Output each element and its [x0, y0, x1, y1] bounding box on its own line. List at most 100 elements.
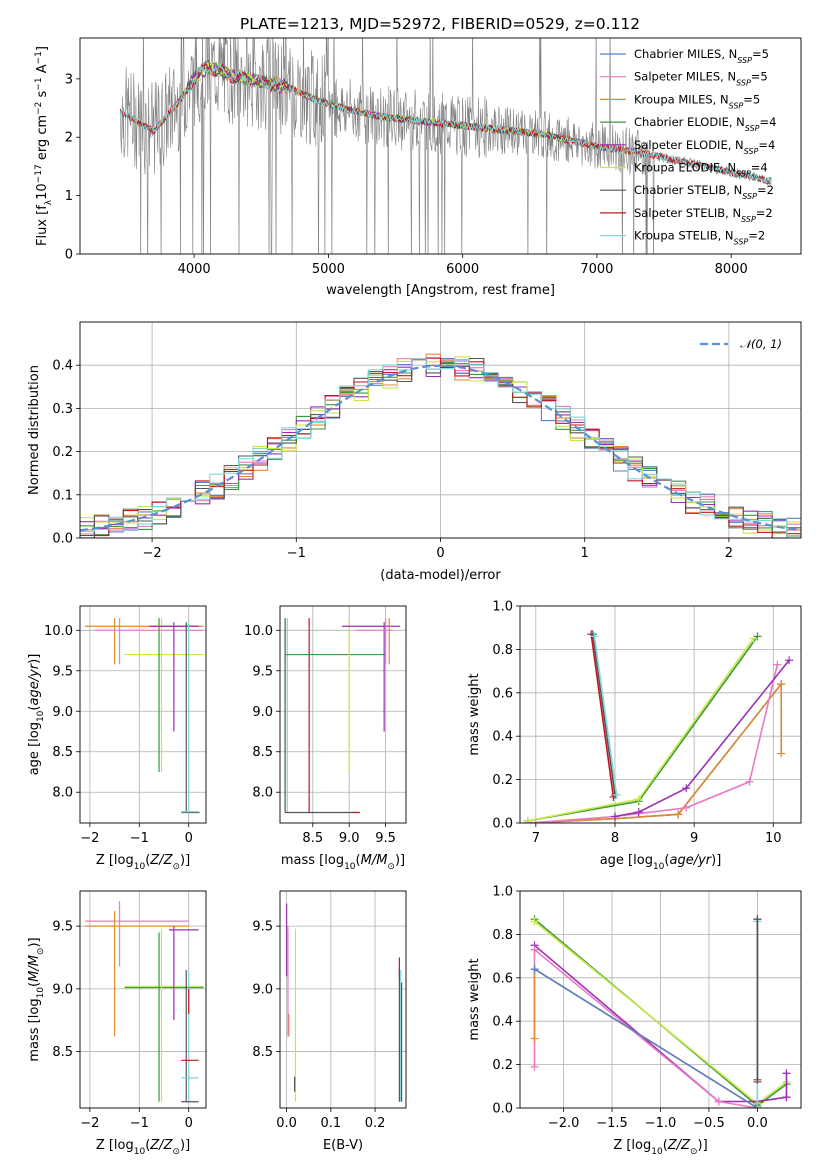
mass_weight_vs_age-marker-4-2 — [682, 784, 691, 793]
spectrum-ytick-label-1: 1 — [65, 189, 73, 204]
mass_weight_vs_Z-ytick-label-0: 0.0 — [492, 1102, 513, 1117]
spectrum-xtick-label-2: 6000 — [446, 262, 479, 277]
mass_weight_vs_age-marker-6-0 — [523, 816, 532, 823]
mass_vs_EBV-xtick-label-1: 0.1 — [320, 1116, 341, 1131]
residuals-xlabel: (data-model)/error — [380, 568, 501, 583]
age_vs_mass-xtick-label-1: 9.0 — [339, 831, 360, 846]
spectrum-observed-data — [120, 38, 772, 254]
mass_weight_vs_Z-xtick-label-3: −0.5 — [693, 1116, 725, 1131]
spectrum-ytick-label-0: 0 — [65, 248, 73, 263]
mass_weight_vs_Z-marker-10-0 — [753, 1099, 762, 1108]
age_vs_mass-xtick-label-0: 8.5 — [302, 831, 323, 846]
mass_vs_Z-ytick-label-1: 9.0 — [52, 982, 73, 997]
mass_weight_vs_Z-xlabel: Z [log10(Z/Z⊙)] — [613, 1138, 707, 1157]
mass_vs_EBV-plot-area — [280, 891, 406, 1108]
residuals-legend-label: 𝒩(0, 1) — [740, 337, 782, 351]
mass_weight_vs_age-marker-4-0 — [610, 812, 619, 821]
mass_weight_vs_Z-marker-4-1 — [714, 1097, 723, 1106]
age_vs_Z-ytick-label-0: 8.0 — [52, 786, 73, 801]
hist-kroupa-stelib — [80, 358, 801, 538]
spectrum-legend-label-6: Chabrier STELIB, NSSP=2 — [634, 183, 774, 201]
spectrum-legend-label-4: Salpeter ELODIE, NSSP=4 — [634, 138, 775, 156]
residuals-xtick-label-3: 1 — [581, 546, 589, 561]
mass_weight_vs_Z-xtick-label-0: −2.0 — [548, 1116, 580, 1131]
age_vs_Z-xtick-label-2: 0 — [185, 831, 193, 846]
mass_vs_Z-xlabel: Z [log10(Z/Z⊙)] — [96, 1138, 190, 1157]
spectrum-ylabel: Flux [fλ10−17 erg cm−2 s−1 A−1] — [34, 46, 54, 246]
mass_vs_Z-frame — [79, 890, 207, 1109]
mass_weight_vs_Z-marker-5-0 — [530, 1062, 539, 1071]
mass_weight_vs_age-line-8 — [592, 634, 616, 795]
mass_weight_vs_Z-marker-1-0 — [530, 917, 539, 926]
mass_vs_Z-ytick-label-2: 9.5 — [52, 920, 73, 935]
mass_weight_vs_age-marker-9-0 — [590, 632, 599, 641]
mass_weight_vs_age-ytick-label-0: 0.0 — [492, 817, 513, 832]
residuals-frame — [79, 321, 802, 539]
age_vs_Z-xtick-label-0: −2 — [80, 831, 99, 846]
spectrum-legend-label-1: Salpeter MILES, NSSP=5 — [634, 70, 768, 88]
age_vs_mass-ytick-label-1: 8.5 — [252, 745, 273, 760]
mass_weight_vs_Z-marker-11-1 — [753, 915, 762, 924]
panel-mass_vs_Z: −2 −1 0 8.5 9.0 9.5 Z [log10(Z/Z⊙)] mass [log10… — [27, 890, 207, 1157]
panel-spectrum: 4000 5000 6000 7000 8000 0 1 2 3 Chabrier MILES, … — [34, 37, 802, 298]
spectrum-xtick-label-3: 7000 — [580, 262, 613, 277]
age_vs_Z-ylabel: age [log10(age/yr)] — [27, 654, 46, 776]
panel-mass_weight_vs_Z: −2.0 −1.5 −1.0 −0.5 0.0 0.0 0.2 0.4 0.6 0.8 1.0 Z [… — [467, 885, 802, 1157]
mass_vs_EBV-xlabel: E(B-V) — [323, 1138, 363, 1153]
mass_weight_vs_Z-xtick-label-2: −1.0 — [645, 1116, 677, 1131]
age_vs_mass-ytick-label-0: 8.0 — [252, 786, 273, 801]
age_vs_Z-xtick-label-1: −1 — [130, 831, 149, 846]
spectrum-model-kroupa-stelib — [119, 63, 772, 185]
mass_weight_vs_age-marker-9-1 — [612, 790, 621, 799]
mass_weight_vs_Z-marker-5-1 — [530, 945, 539, 954]
mass_vs_Z-ytick-label-0: 8.5 — [52, 1045, 73, 1060]
age_vs_Z-ytick-label-1: 8.5 — [52, 745, 73, 760]
age_vs_Z-plot-area — [80, 606, 206, 823]
panel-residuals: −2 −1 0 1 2 0.0 0.1 0.2 0.3 0.4 𝒩(0, 1) (data-model… — [27, 321, 802, 583]
mass_weight_vs_Z-plot-area — [520, 891, 801, 1108]
mass_weight_vs_age-marker-3-4 — [773, 660, 782, 669]
mass_vs_EBV-frame — [279, 890, 407, 1109]
mass_vs_EBV-ytick-label-1: 9.0 — [252, 982, 273, 997]
mass_weight_vs_age-marker-2-1 — [777, 680, 786, 689]
mass_vs_Z-xtick-label-2: 0 — [185, 1116, 193, 1131]
spectrum-xtick-label-1: 5000 — [312, 262, 345, 277]
mass_weight_vs_age-marker-1-2 — [674, 810, 683, 819]
mass_weight_vs_age-line-4 — [614, 659, 790, 818]
mass_weight_vs_age-marker-3-3 — [745, 777, 754, 786]
mass_weight_vs_age-ylabel: mass weight — [467, 673, 482, 755]
figure-title: PLATE=1213, MJD=52972, FIBERID=0529, z=0… — [240, 15, 640, 33]
mass_weight_vs_Z-xtick-label-1: −1.5 — [596, 1116, 628, 1131]
mass_weight_vs_age-marker-2-0 — [777, 749, 786, 758]
spectrum-model-salpeter-stelib — [119, 63, 772, 185]
mass_weight_vs_Z-marker-3-1 — [782, 1069, 791, 1078]
mass_weight_vs_age-marker-3-2 — [682, 803, 691, 812]
spectrum-xtick-label-0: 4000 — [178, 262, 211, 277]
panel-mass_vs_EBV: 0.0 0.1 0.2 8.5 9.0 9.5 E(B-V) — [252, 890, 407, 1153]
mass_weight_vs_Z-xtick-label-4: 0.0 — [747, 1116, 768, 1131]
mass_weight_vs_Z-marker-8-0 — [530, 965, 539, 974]
mass_weight_vs_age-marker-8-0 — [588, 630, 597, 639]
age_vs_mass-xlabel: mass [log10(M/M⊙)] — [281, 853, 405, 872]
residuals-xtick-label-4: 2 — [725, 546, 733, 561]
mass_weight_vs_Z-ytick-label-3: 0.6 — [492, 971, 513, 986]
mass_weight_vs_age-line-0 — [527, 683, 782, 823]
spectrum-legend-label-8: Kroupa STELIB, NSSP=2 — [634, 229, 765, 247]
age_vs_Z-ytick-label-4: 10.0 — [44, 624, 73, 639]
age_vs_mass-plot-area — [280, 606, 406, 823]
mass_vs_EBV-xtick-label-2: 0.2 — [365, 1116, 386, 1131]
spectrum-xtick-label-4: 8000 — [715, 262, 748, 277]
mass_weight_vs_age-ytick-label-5: 1.0 — [492, 600, 513, 615]
mass_weight_vs_age-xtick-label-2: 9 — [690, 831, 698, 846]
age_vs_mass-ytick-label-2: 9.0 — [252, 705, 273, 720]
residuals-ytick-label-1: 0.1 — [52, 488, 73, 503]
mass_weight_vs_age-line-7 — [590, 634, 615, 798]
mass_weight_vs_age-marker-4-1 — [634, 808, 643, 817]
mass_weight_vs_Z-marker-11-0 — [753, 1075, 762, 1084]
age_vs_mass-xtick-label-2: 9.5 — [375, 831, 396, 846]
mass_vs_Z-xtick-label-0: −2 — [80, 1116, 99, 1131]
spectrum-legend-label-3: Chabrier ELODIE, NSSP=4 — [634, 115, 776, 133]
residuals-xtick-label-2: 0 — [436, 546, 444, 561]
mass_weight_vs_age-xlabel: age [log10(age/yr)] — [600, 853, 722, 872]
